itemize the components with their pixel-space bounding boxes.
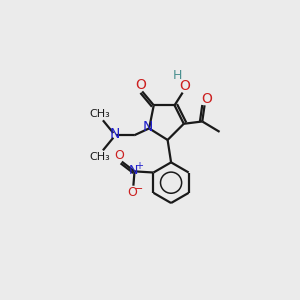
Text: N: N — [143, 120, 153, 134]
Text: H: H — [173, 70, 182, 83]
Text: CH₃: CH₃ — [90, 152, 110, 162]
Text: O: O — [179, 79, 190, 93]
Text: O: O — [201, 92, 212, 106]
Text: CH₃: CH₃ — [90, 109, 110, 119]
Text: O: O — [127, 186, 137, 199]
Text: N: N — [129, 164, 138, 177]
Text: +: + — [135, 161, 143, 171]
Text: O: O — [136, 78, 146, 92]
Text: −: − — [134, 184, 143, 194]
Text: O: O — [114, 149, 124, 162]
Text: N: N — [110, 127, 120, 141]
